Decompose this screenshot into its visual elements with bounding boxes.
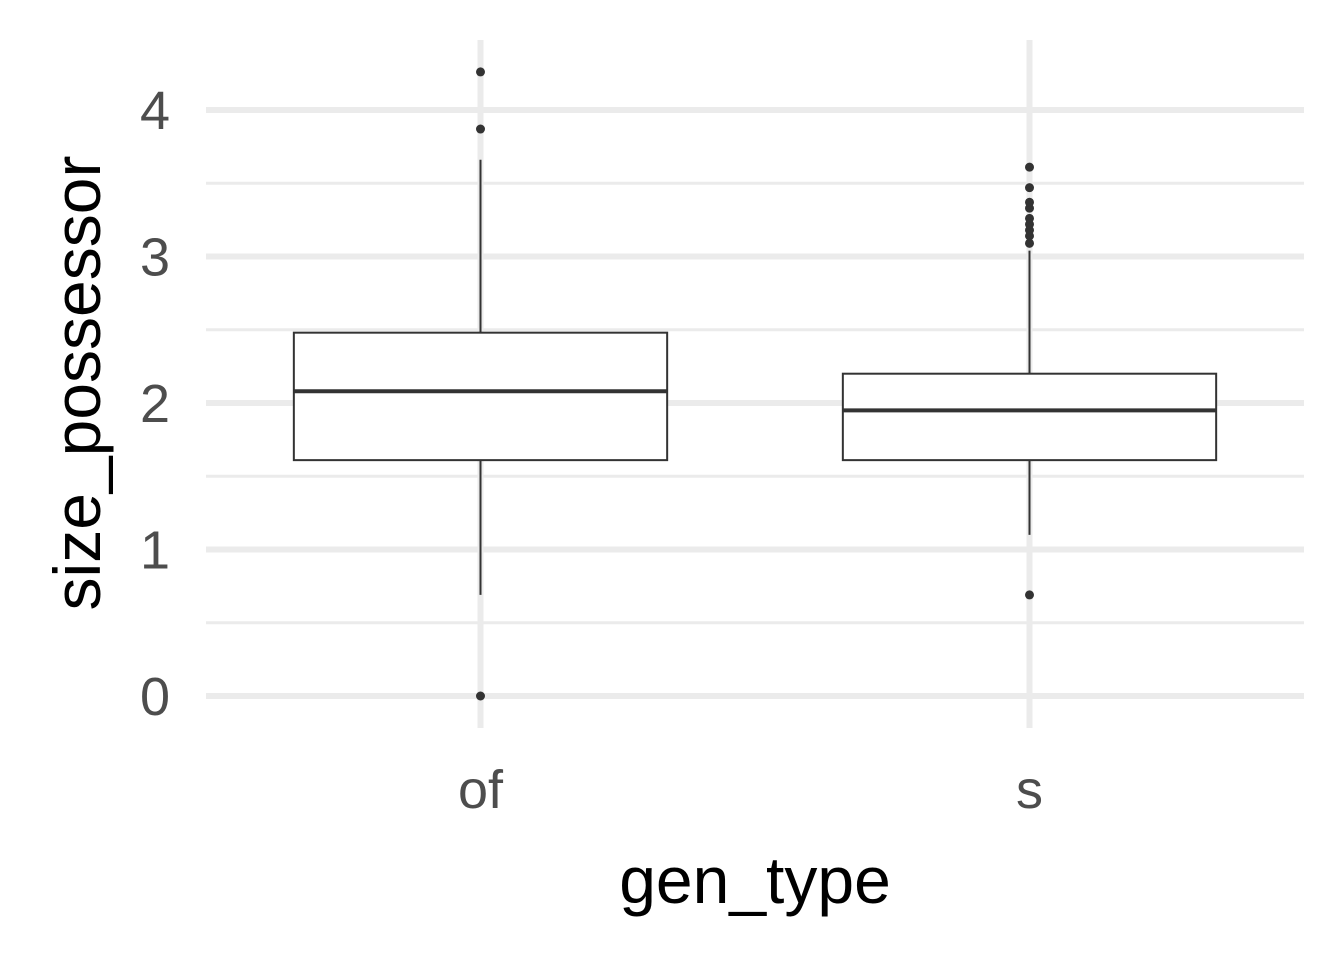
y-axis-ticks: 0 1 2 3 4 — [140, 81, 170, 727]
y-tick-label: 2 — [140, 374, 170, 434]
outlier-point — [1025, 183, 1034, 193]
y-tick-label: 4 — [140, 81, 170, 141]
box-iqr — [841, 372, 1218, 462]
box-iqr — [292, 331, 669, 462]
x-axis-ticks: of s — [458, 760, 1043, 820]
y-tick-label: 3 — [140, 228, 170, 288]
outlier-point — [476, 67, 485, 77]
outlier-point — [1025, 213, 1034, 223]
outlier-point — [1025, 197, 1034, 207]
outlier-point — [1025, 238, 1034, 248]
y-axis-title: size_possessor — [40, 156, 114, 611]
x-tick-label: s — [1016, 760, 1043, 820]
outlier-point — [476, 124, 485, 134]
y-tick-label: 0 — [140, 667, 170, 727]
outlier-point — [1025, 590, 1034, 600]
outlier-point — [1025, 162, 1034, 172]
x-tick-label: of — [458, 760, 504, 820]
box-s — [841, 162, 1218, 600]
outlier-point — [476, 691, 485, 701]
x-axis-title: gen_type — [619, 843, 891, 917]
y-tick-label: 1 — [140, 521, 170, 581]
box-plot-series — [292, 67, 1218, 701]
box-of — [292, 67, 669, 701]
